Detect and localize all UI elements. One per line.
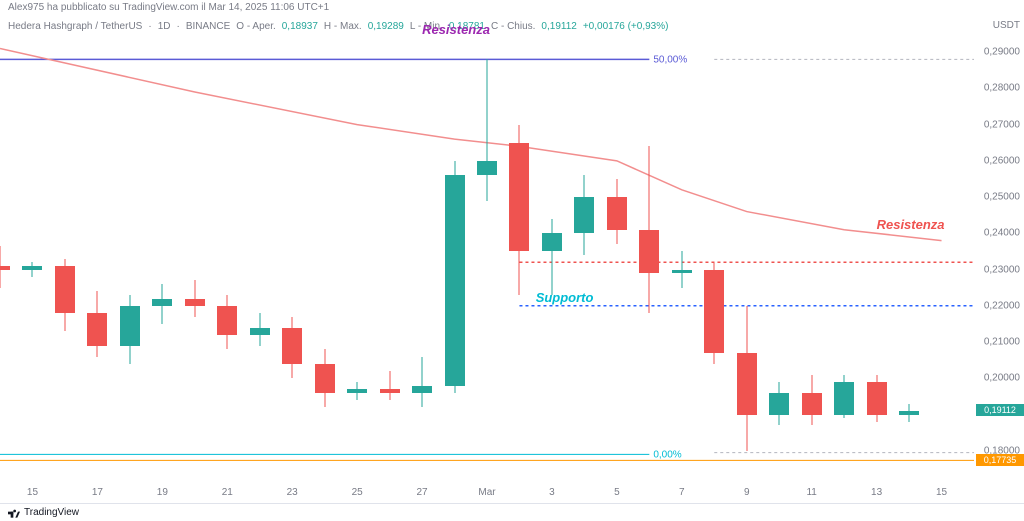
x-tick-label: 23 <box>287 487 298 498</box>
candle[interactable] <box>412 34 432 487</box>
dot1: · <box>148 21 151 32</box>
y-tick-label: 0,25000 <box>984 192 1020 203</box>
candle[interactable] <box>704 34 724 487</box>
annotation-label: Resistenza <box>877 217 945 232</box>
candle[interactable] <box>87 34 107 487</box>
candle[interactable] <box>250 34 270 487</box>
y-tick-label: 0,23000 <box>984 264 1020 275</box>
x-tick-label: 3 <box>549 487 555 498</box>
x-tick-label: 9 <box>744 487 750 498</box>
candle[interactable] <box>509 34 529 487</box>
candle[interactable] <box>769 34 789 487</box>
publish-text: Alex975 ha pubblicato su TradingView.com… <box>8 2 329 13</box>
o-val: 0,18937 <box>282 21 318 32</box>
y-tick-label: 0,28000 <box>984 83 1020 94</box>
annotation-label: Supporto <box>536 290 594 305</box>
candle[interactable] <box>737 34 757 487</box>
footer: TradingView <box>0 503 1024 521</box>
candle[interactable] <box>639 34 659 487</box>
y-axis-unit: USDT <box>993 20 1020 31</box>
h-label: H - Max. <box>324 21 362 32</box>
candle[interactable] <box>315 34 335 487</box>
candle[interactable] <box>55 34 75 487</box>
x-tick-label: 11 <box>806 487 816 498</box>
o-label: O - Aper. <box>236 21 275 32</box>
x-tick-label: 19 <box>157 487 168 498</box>
footer-brand: TradingView <box>24 507 79 518</box>
candle[interactable] <box>282 34 302 487</box>
c-label: C - Chius. <box>491 21 535 32</box>
price-badge: 0,19112 <box>976 404 1024 416</box>
x-tick-label: 21 <box>222 487 233 498</box>
candle[interactable] <box>672 34 692 487</box>
tradingview-logo-icon <box>8 507 20 519</box>
x-tick-label: 13 <box>871 487 882 498</box>
x-tick-label: 27 <box>417 487 428 498</box>
candle[interactable] <box>120 34 140 487</box>
y-tick-label: 0,29000 <box>984 47 1020 58</box>
x-tick-label: 7 <box>679 487 685 498</box>
candle[interactable] <box>445 34 465 487</box>
h-val: 0,19289 <box>368 21 404 32</box>
candle[interactable] <box>185 34 205 487</box>
y-axis: USDT 0,290000,280000,270000,260000,25000… <box>974 34 1024 487</box>
chart-area[interactable]: 50,00%0,00% ResistenzaSupportoResistenza <box>0 34 974 487</box>
candle[interactable] <box>347 34 367 487</box>
x-tick-label: 5 <box>614 487 620 498</box>
y-tick-label: 0,22000 <box>984 300 1020 311</box>
candle[interactable] <box>802 34 822 487</box>
publish-info: Alex975 ha pubblicato su TradingView.com… <box>0 0 1024 18</box>
y-tick-label: 0,24000 <box>984 228 1020 239</box>
dot2: · <box>176 21 179 32</box>
x-tick-label: 15 <box>936 487 947 498</box>
candle[interactable] <box>0 34 10 487</box>
candle[interactable] <box>867 34 887 487</box>
candle[interactable] <box>574 34 594 487</box>
y-tick-label: 0,21000 <box>984 337 1020 348</box>
price-badge: 0,17735 <box>976 454 1024 466</box>
x-tick-label: 17 <box>92 487 103 498</box>
y-tick-label: 0,27000 <box>984 119 1020 130</box>
interval: 1D <box>158 21 171 32</box>
candle[interactable] <box>607 34 627 487</box>
candle[interactable] <box>22 34 42 487</box>
change: +0,00176 (+0,93%) <box>583 21 669 32</box>
x-tick-label: 25 <box>352 487 363 498</box>
annotation-label: Resistenza <box>422 22 490 37</box>
candle[interactable] <box>834 34 854 487</box>
x-axis: 15 17 19 21 23 25 27 Mar 3 5 7 9 11 13 15 <box>0 487 974 503</box>
pair-name: Hedera Hashgraph / TetherUS <box>8 21 142 32</box>
exchange: BINANCE <box>186 21 230 32</box>
c-val: 0,19112 <box>541 21 576 32</box>
chart-info-bar: Hedera Hashgraph / TetherUS · 1D · BINAN… <box>0 18 1024 34</box>
x-tick-label: 15 <box>27 487 38 498</box>
candle[interactable] <box>217 34 237 487</box>
candle[interactable] <box>542 34 562 487</box>
candle[interactable] <box>380 34 400 487</box>
candle[interactable] <box>899 34 919 487</box>
y-tick-label: 0,20000 <box>984 373 1020 384</box>
candle[interactable] <box>152 34 172 487</box>
x-tick-label: Mar <box>478 487 495 498</box>
candle[interactable] <box>477 34 497 487</box>
y-tick-label: 0,26000 <box>984 155 1020 166</box>
